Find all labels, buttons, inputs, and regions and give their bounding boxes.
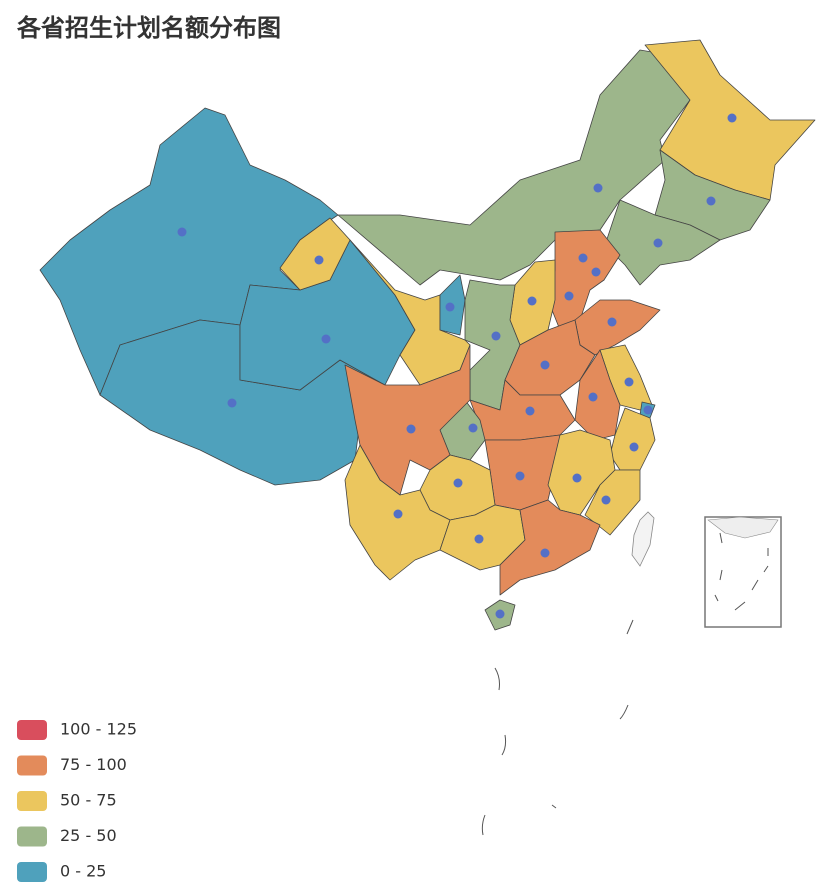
province[interactable] bbox=[654, 149, 771, 241]
chart-title: 各省招生计划名额分布图 bbox=[16, 14, 281, 42]
province-dot bbox=[540, 360, 550, 370]
province-dot bbox=[406, 424, 416, 434]
province-dot bbox=[314, 255, 324, 265]
legend-label[interactable]: 0 - 25 bbox=[60, 862, 106, 881]
province-dot bbox=[495, 609, 505, 619]
province-dot bbox=[629, 442, 639, 452]
province-dot bbox=[578, 253, 588, 263]
province-dot bbox=[624, 377, 634, 387]
province-dot bbox=[177, 227, 187, 237]
province-dot bbox=[727, 113, 737, 123]
province-dot bbox=[227, 398, 237, 408]
province-dot bbox=[525, 406, 535, 416]
province-dot bbox=[643, 405, 653, 415]
legend-label[interactable]: 100 - 125 bbox=[60, 720, 137, 739]
province-dot bbox=[445, 302, 455, 312]
province-dot bbox=[601, 495, 611, 505]
province[interactable] bbox=[574, 349, 621, 441]
taiwan bbox=[631, 511, 655, 567]
province[interactable] bbox=[499, 499, 601, 596]
province-dot bbox=[468, 423, 478, 433]
legend-swatch[interactable] bbox=[17, 720, 47, 740]
province-dot bbox=[706, 196, 716, 206]
province-dot bbox=[515, 471, 525, 481]
legend-label[interactable]: 50 - 75 bbox=[60, 791, 117, 810]
province-dot bbox=[453, 478, 463, 488]
province-dot bbox=[540, 548, 550, 558]
province-dot bbox=[393, 509, 403, 519]
province-dot bbox=[653, 238, 663, 248]
province-dot bbox=[321, 334, 331, 344]
legend-swatch[interactable] bbox=[17, 862, 47, 882]
inset-land bbox=[707, 516, 779, 539]
province-dot bbox=[607, 317, 617, 327]
sea-islands bbox=[481, 619, 634, 836]
legend-swatch[interactable] bbox=[17, 826, 47, 847]
legend-label[interactable]: 75 - 100 bbox=[60, 755, 127, 774]
province[interactable] bbox=[584, 469, 641, 536]
map bbox=[39, 39, 816, 631]
legend: 100 - 125 75 - 100 50 - 75 25 - 50 0 - 25 bbox=[17, 720, 137, 882]
province-dot bbox=[474, 534, 484, 544]
province-dot bbox=[564, 291, 574, 301]
province-dot bbox=[593, 183, 603, 193]
province-dot bbox=[572, 473, 582, 483]
province-dot bbox=[491, 331, 501, 341]
province-dot bbox=[588, 392, 598, 402]
province-dot bbox=[591, 267, 601, 277]
inset-islands bbox=[714, 532, 769, 611]
legend-swatch[interactable] bbox=[17, 791, 47, 811]
legend-swatch[interactable] bbox=[17, 755, 47, 776]
legend-label[interactable]: 25 - 50 bbox=[60, 826, 117, 845]
province-dot bbox=[527, 296, 537, 306]
